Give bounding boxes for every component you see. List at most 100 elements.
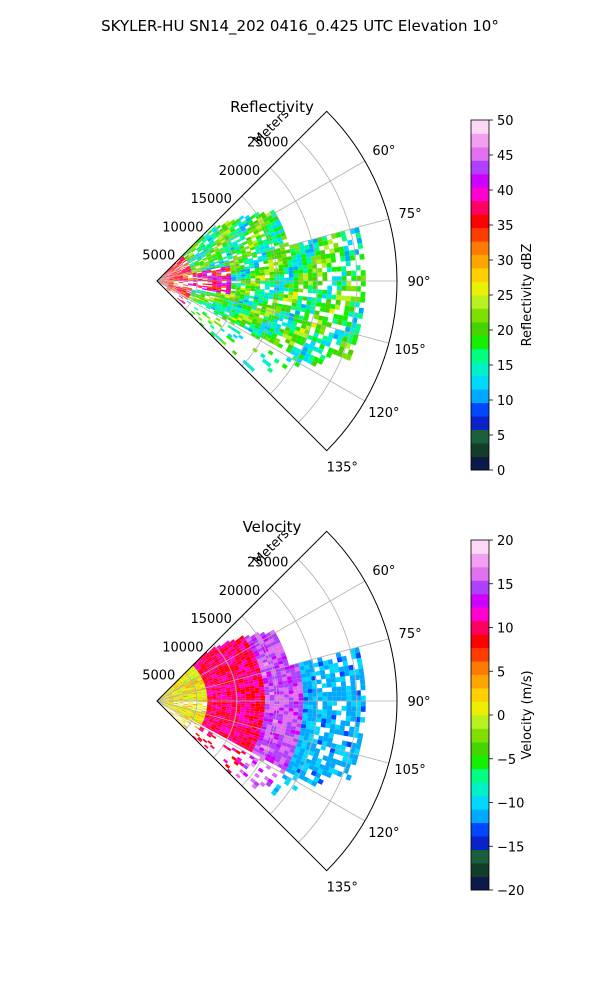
data-cell xyxy=(282,363,288,369)
data-cell xyxy=(288,291,293,295)
data-cell xyxy=(333,314,339,320)
data-cell xyxy=(283,714,288,718)
data-cell xyxy=(347,701,352,706)
colorbar-swatch xyxy=(471,282,489,296)
data-cell xyxy=(231,285,236,287)
data-cell xyxy=(210,745,215,750)
data-cell xyxy=(348,665,354,671)
data-cell xyxy=(346,691,351,696)
data-cell xyxy=(313,662,319,667)
data-cell xyxy=(322,705,327,710)
data-cell xyxy=(283,718,288,722)
data-cell xyxy=(226,273,231,275)
data-cell xyxy=(289,274,294,278)
colorbar-swatch xyxy=(471,389,489,403)
data-cell xyxy=(361,270,366,276)
data-cell xyxy=(314,730,320,735)
data-cell xyxy=(325,303,330,308)
data-cell xyxy=(348,311,354,317)
colorbar-swatch xyxy=(471,443,489,457)
colorbar-label: Velocity (m/s) xyxy=(520,670,535,759)
data-cell xyxy=(340,256,345,261)
colorbar-swatch xyxy=(471,133,489,147)
data-cell xyxy=(351,271,356,276)
data-cell xyxy=(332,710,337,715)
data-cell xyxy=(288,267,293,271)
data-cell xyxy=(289,285,294,289)
data-cell xyxy=(342,286,347,291)
data-cell xyxy=(265,701,270,704)
data-cell xyxy=(279,704,284,708)
azimuth-tick-label: 120° xyxy=(368,826,399,841)
colorbar-swatch xyxy=(471,362,489,376)
data-cell xyxy=(264,686,269,689)
data-cell xyxy=(327,286,332,291)
data-cell xyxy=(344,671,349,677)
data-cell xyxy=(258,768,264,773)
data-cell xyxy=(249,296,254,299)
colorbar-swatch xyxy=(471,782,489,796)
data-cell xyxy=(297,682,302,686)
data-cell xyxy=(341,236,347,242)
data-cell xyxy=(303,281,308,285)
data-cell xyxy=(360,292,365,298)
data-cell xyxy=(294,281,299,285)
data-cell xyxy=(307,265,312,269)
data-cell xyxy=(307,261,312,266)
colorbar-swatch xyxy=(471,728,489,742)
data-cell xyxy=(343,731,349,737)
data-cell xyxy=(303,277,308,281)
data-cell xyxy=(207,740,212,744)
data-cell xyxy=(279,691,284,695)
data-cell xyxy=(306,305,311,310)
colorbar-tick-label: 10 xyxy=(497,622,514,637)
data-cell xyxy=(327,714,332,719)
data-cell xyxy=(260,690,265,693)
data-cell xyxy=(203,698,208,699)
data-cell xyxy=(297,262,302,266)
data-cell xyxy=(222,276,227,278)
data-cell xyxy=(327,692,332,697)
data-cell xyxy=(359,254,364,260)
data-cell xyxy=(341,266,346,271)
data-cell xyxy=(331,719,336,724)
data-cell xyxy=(317,289,322,294)
data-cell xyxy=(222,277,227,279)
data-cell xyxy=(332,687,337,692)
data-cell xyxy=(250,691,255,694)
data-cell xyxy=(255,690,260,693)
data-cell xyxy=(264,710,269,713)
azimuth-tick-label: 105° xyxy=(394,343,425,358)
data-cell xyxy=(358,733,364,739)
azimuth-tick-label: 105° xyxy=(394,763,425,778)
data-cell xyxy=(279,278,284,281)
data-cell xyxy=(278,264,283,268)
data-cell xyxy=(327,710,332,715)
data-cell xyxy=(284,691,289,695)
data-cell xyxy=(215,317,220,321)
data-cell xyxy=(350,255,355,261)
colorbar-swatch xyxy=(471,688,489,702)
azimuth-tick-label: 60° xyxy=(372,564,395,579)
data-cell xyxy=(251,704,256,707)
data-cell xyxy=(278,684,283,688)
data-cell xyxy=(346,774,352,781)
data-cell xyxy=(336,677,341,682)
data-cell xyxy=(210,325,215,330)
data-cell xyxy=(325,308,331,313)
data-cell xyxy=(255,270,260,273)
data-cell xyxy=(345,301,350,307)
data-cell xyxy=(302,681,307,685)
data-cell xyxy=(316,255,321,260)
data-cell xyxy=(270,704,275,707)
data-cell xyxy=(265,284,270,287)
data-cell xyxy=(269,290,274,293)
data-cell xyxy=(267,367,273,373)
colorbar-swatch xyxy=(471,607,489,621)
colorbar-swatch xyxy=(471,376,489,390)
data-cell xyxy=(293,708,298,712)
data-cell xyxy=(285,249,290,254)
data-cell xyxy=(288,711,293,715)
data-cell xyxy=(284,267,289,271)
